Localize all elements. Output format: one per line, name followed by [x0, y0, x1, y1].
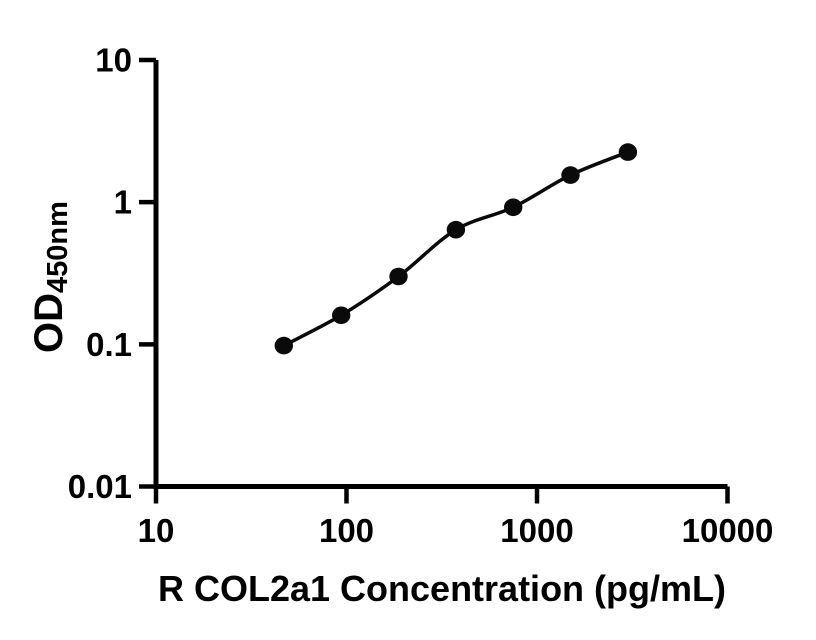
- y-axis-title-main: OD: [27, 293, 71, 353]
- y-tick-label-0.1: 0.1: [86, 326, 132, 363]
- x-tick-label-10: 10: [138, 512, 175, 549]
- data-series-layer: [274, 143, 638, 355]
- data-point-4: [446, 220, 466, 239]
- data-point-6: [561, 166, 580, 184]
- y-tick-label-0.01: 0.01: [68, 468, 132, 505]
- x-tick-label-1000: 1000: [500, 512, 573, 549]
- data-point-3: [389, 267, 408, 286]
- axis-spine: [153, 60, 728, 489]
- axes-layer: [153, 60, 728, 489]
- x-axis-title: R COL2a1 Concentration (pg/mL): [158, 568, 726, 609]
- data-point-2: [332, 306, 351, 325]
- y-axis-title-subscript: 450nm: [42, 201, 74, 293]
- y-axis-title: OD450nm: [27, 201, 74, 353]
- tick-layer: 10 100 1000 10000 0.01 0.1 1 10: [68, 42, 774, 550]
- x-tick-label-100: 100: [319, 512, 374, 549]
- x-tick-label-10000: 10000: [682, 512, 774, 549]
- y-tick-label-10: 10: [95, 42, 132, 79]
- data-point-5: [504, 198, 523, 217]
- data-point-7: [618, 143, 638, 161]
- y-tick-label-1: 1: [114, 184, 132, 221]
- data-point-1: [274, 336, 293, 355]
